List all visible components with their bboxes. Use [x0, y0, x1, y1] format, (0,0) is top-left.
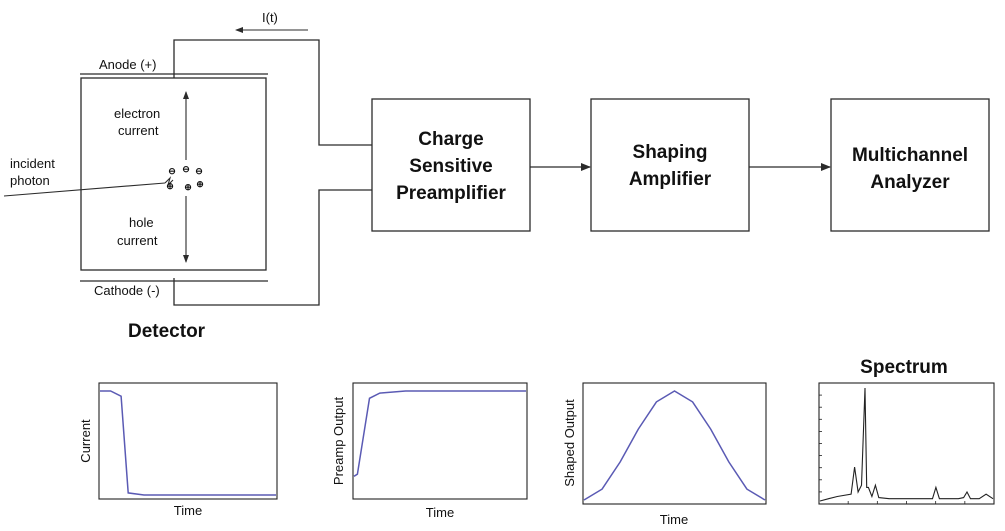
shaping-amplifier-box — [590, 98, 750, 232]
electron-current-label-line2: current — [118, 123, 159, 138]
preamp-label-line1: Charge — [418, 129, 483, 150]
hole-charge: ⊕ — [196, 179, 204, 189]
detector: Anode (+) Cathode (-) electron current h… — [3, 57, 268, 298]
incident-photon-label-line2: photon — [10, 173, 50, 188]
cathode-label: Cathode (-) — [94, 283, 160, 298]
shaped-output-curve — [583, 390, 766, 501]
detector-label: Detector — [128, 321, 206, 342]
hole-current-label-line2: current — [117, 233, 158, 248]
shaping-amplifier-label-line2: Amplifier — [629, 169, 712, 190]
mca-label-line2: Analyzer — [870, 172, 950, 193]
electron-charge: ⊖ — [168, 166, 176, 176]
hole-charge: ⊕ — [184, 182, 192, 192]
spectrum-plot-frame — [818, 382, 995, 505]
detector-crystal — [80, 77, 267, 271]
shaping-amplifier-label-line1: Shaping — [633, 142, 708, 163]
spectrum-axis-ticks — [819, 394, 966, 504]
current-plot: Current Time — [78, 382, 278, 518]
shaped-output-plot-frame — [582, 382, 767, 505]
electron-charge: ⊖ — [195, 166, 203, 176]
hole-charges: ⊕ ⊕ ⊕ — [166, 179, 204, 192]
hole-current-label-line1: hole — [129, 215, 154, 230]
preamp-box — [371, 98, 531, 232]
preamp-output-plot: Preamp Output Time — [331, 382, 528, 520]
anode-label: Anode (+) — [99, 57, 156, 72]
preamp-label-line3: Preamplifier — [396, 183, 506, 204]
current-plot-xlabel: Time — [174, 503, 202, 518]
hole-charge: ⊕ — [166, 181, 174, 191]
shaped-output-plot-ylabel: Shaped Output — [562, 399, 577, 487]
photon-interaction-zigzag — [164, 176, 174, 187]
preamp-output-plot-xlabel: Time — [426, 505, 454, 520]
electron-charges: ⊖ ⊖ ⊖ — [168, 164, 203, 176]
mca-block: Multichannel Analyzer — [830, 98, 990, 232]
spectrum-curve — [819, 387, 994, 502]
shaped-output-plot: Shaped Output Time — [562, 382, 767, 527]
preamp-block: Charge Sensitive Preamplifier — [371, 98, 531, 232]
current-curve — [100, 390, 276, 496]
current-plot-ylabel: Current — [78, 419, 93, 463]
preamp-output-plot-ylabel: Preamp Output — [331, 397, 346, 486]
electron-current-label-line1: electron — [114, 106, 160, 121]
spectrum-title: Spectrum — [860, 357, 948, 378]
mca-box — [830, 98, 990, 232]
shaped-output-plot-xlabel: Time — [660, 512, 688, 527]
current-flow-label: I(t) — [262, 10, 278, 25]
anode-wire — [173, 39, 372, 146]
shaping-amplifier-block: Shaping Amplifier — [590, 98, 750, 232]
cathode-wire — [173, 189, 372, 306]
incident-photon-label-line1: incident — [10, 156, 55, 171]
preamp-label-line2: Sensitive — [409, 156, 492, 177]
incident-photon-track — [3, 182, 166, 197]
preamp-output-plot-frame — [352, 382, 528, 500]
preamp-output-curve — [353, 390, 526, 477]
mca-label-line1: Multichannel — [852, 145, 968, 166]
electron-charge: ⊖ — [182, 164, 190, 174]
current-plot-frame — [98, 382, 278, 500]
spectrum-plot — [818, 382, 995, 505]
